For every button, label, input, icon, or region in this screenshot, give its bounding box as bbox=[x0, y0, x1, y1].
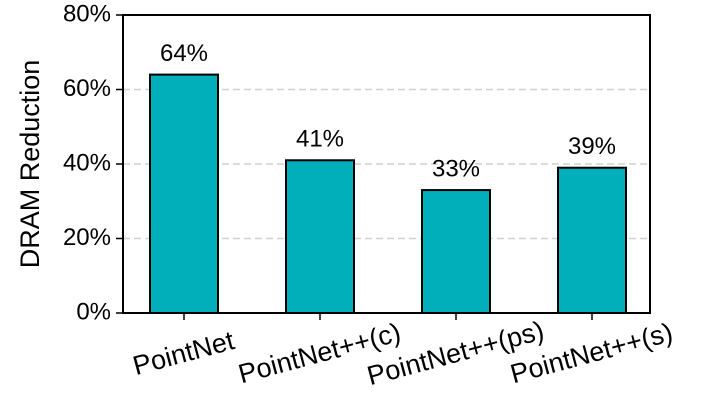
bar bbox=[149, 73, 219, 314]
y-tick-label: 0% bbox=[76, 298, 111, 325]
y-tick-label: 40% bbox=[63, 149, 111, 176]
value-label: 39% bbox=[568, 133, 616, 160]
value-label: 64% bbox=[160, 40, 208, 67]
value-label: 41% bbox=[296, 126, 344, 153]
y-tick-label: 80% bbox=[63, 0, 111, 27]
bar bbox=[421, 189, 491, 314]
plot-frame bbox=[122, 14, 651, 314]
y-tick-label: 20% bbox=[63, 224, 111, 251]
y-tick-label: 60% bbox=[63, 75, 111, 102]
bar bbox=[557, 166, 627, 314]
y-axis-label: DRAM Reduction bbox=[15, 60, 45, 269]
x-tick-label: PointNet bbox=[130, 325, 238, 381]
value-label: 33% bbox=[432, 155, 480, 182]
bar bbox=[285, 159, 355, 314]
